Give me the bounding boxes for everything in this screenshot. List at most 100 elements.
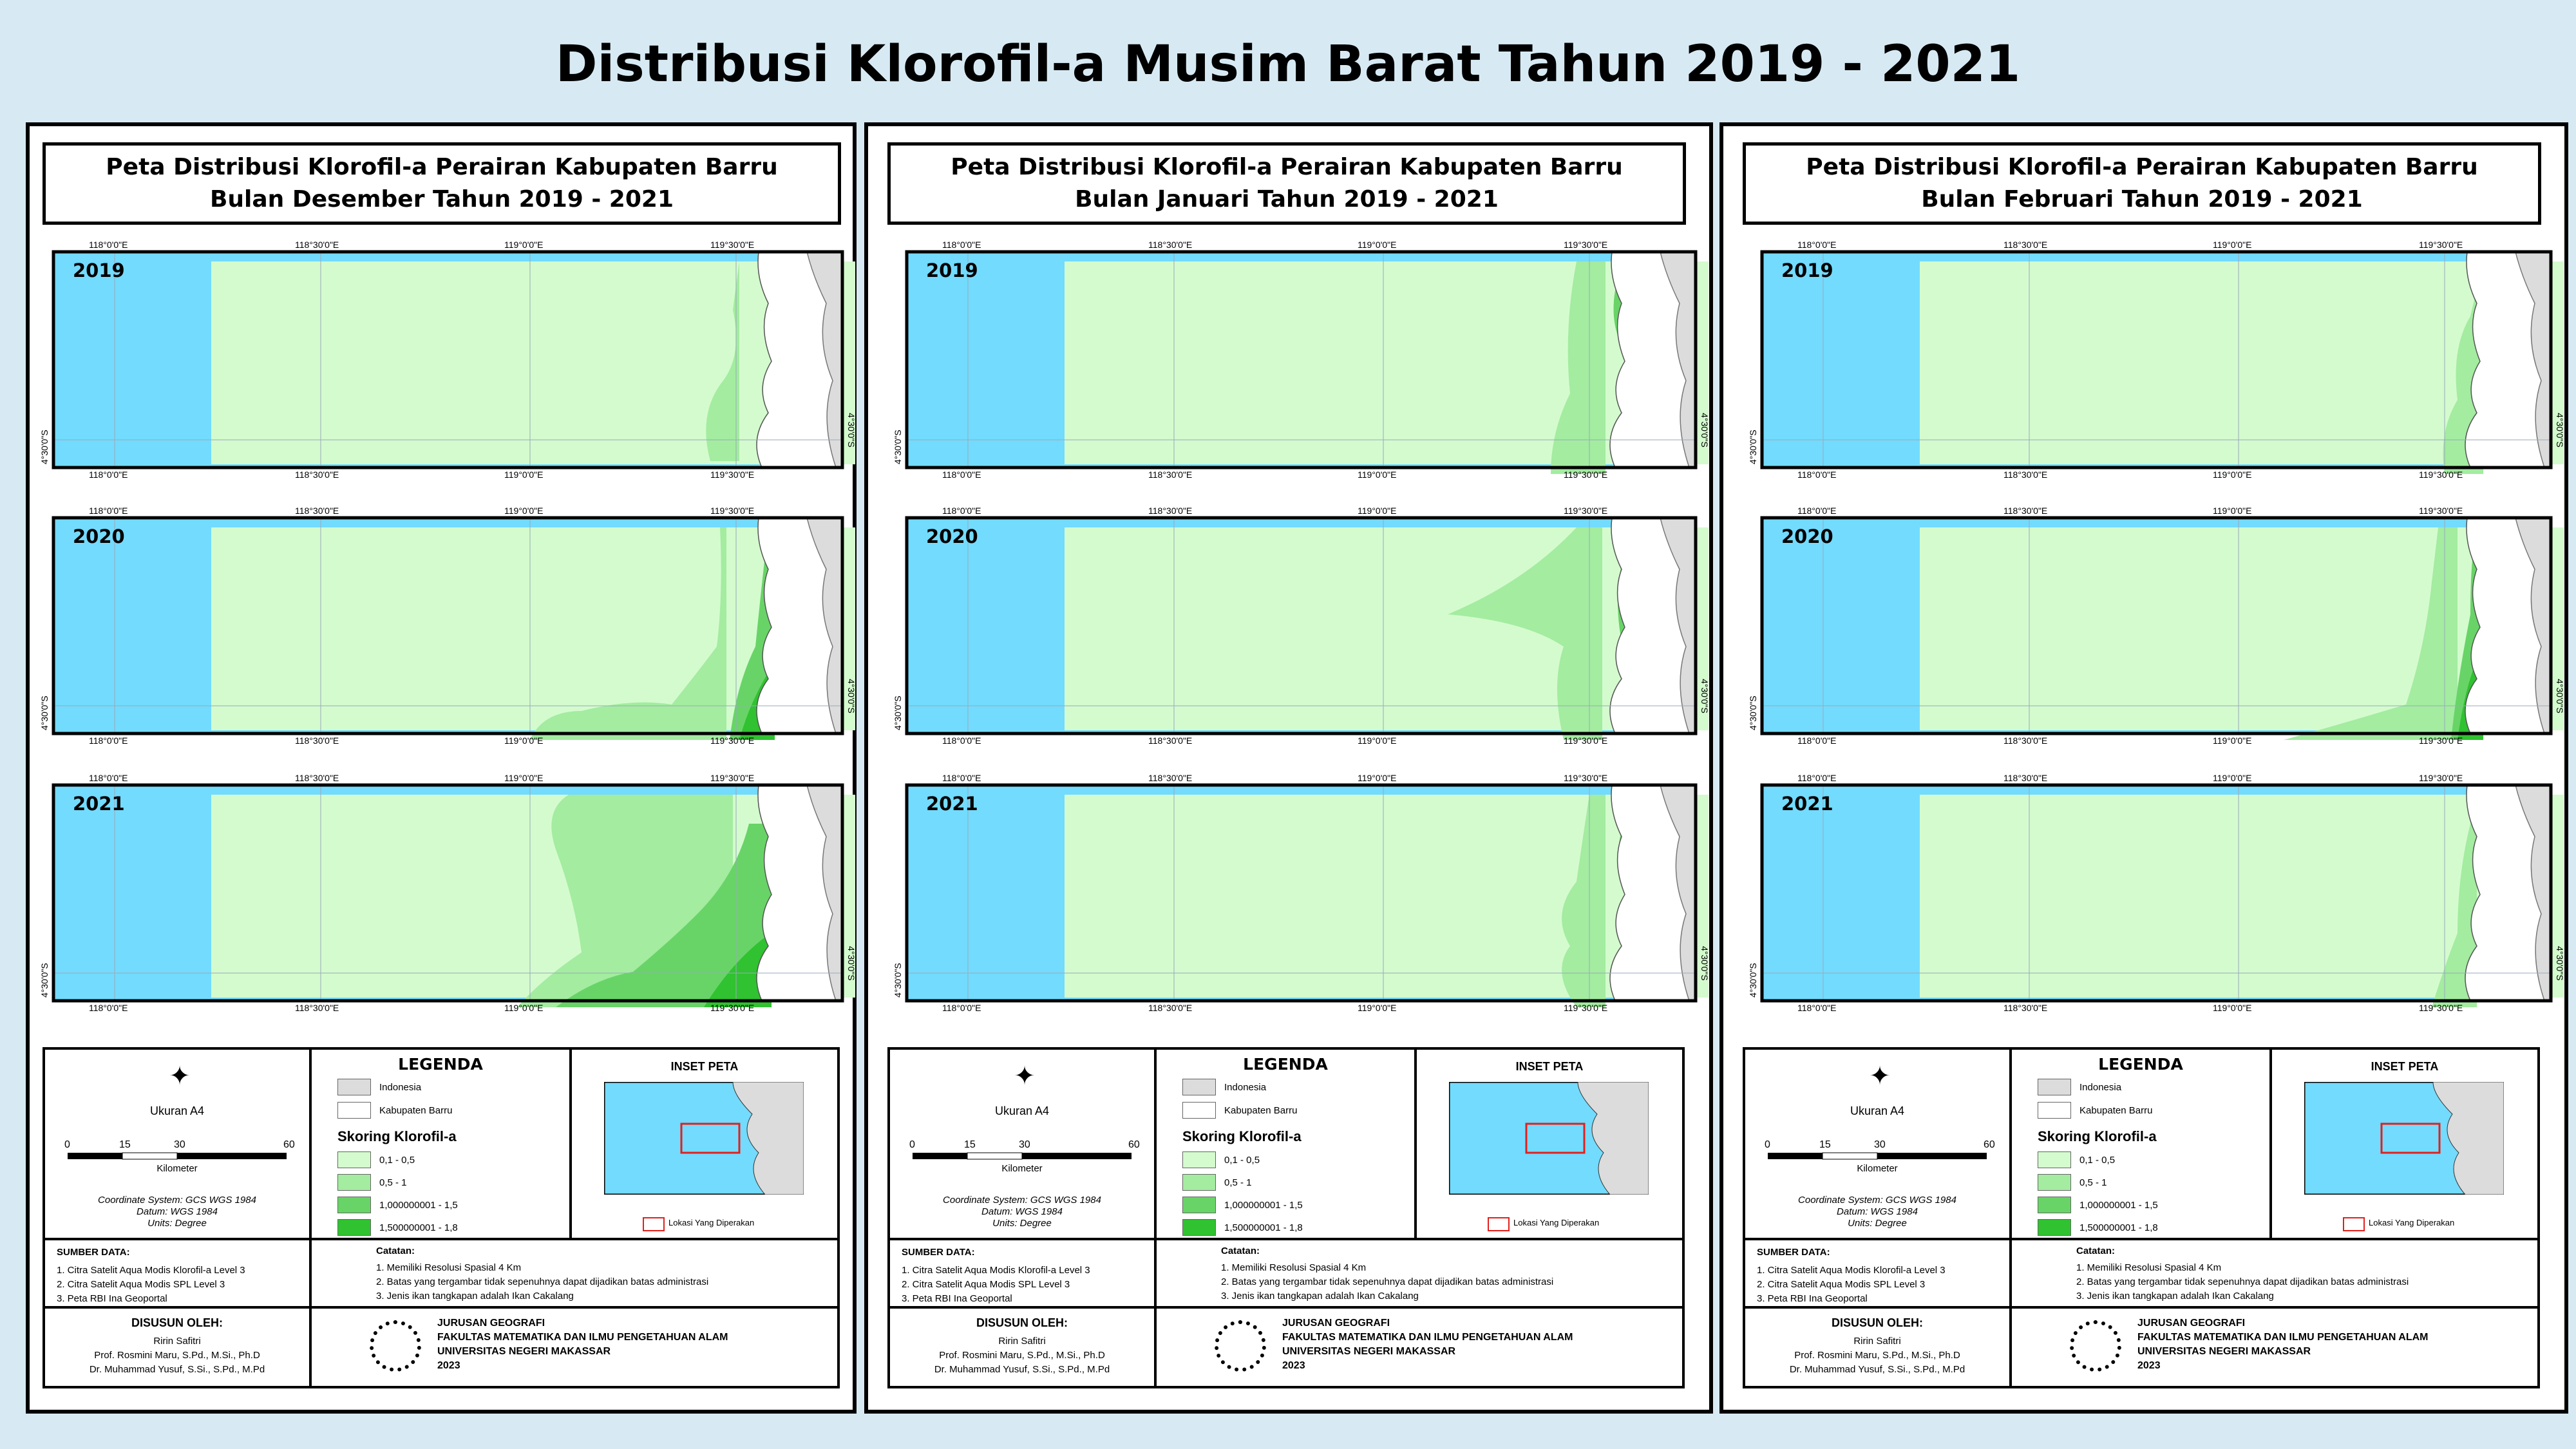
institution-box: JURUSAN GEOGRAFI FAKULTAS MATEMATIKA DAN … bbox=[1154, 1306, 1685, 1388]
bottom-tick-label: 118°30'0"E bbox=[295, 469, 339, 480]
coordinate-system: Coordinate System: GCS WGS 1984 bbox=[98, 1195, 256, 1206]
inset-map bbox=[1449, 1082, 1649, 1195]
year-label: 2021 bbox=[1781, 793, 1833, 815]
map-panel: 118°0'0"E 118°30'0"E 119°0'0"E 119°30'0"E 11… bbox=[1743, 505, 2565, 746]
latitude-label-right: 4°30'0"S bbox=[1700, 946, 1710, 981]
scale-tick-label: 15 bbox=[964, 1139, 976, 1150]
latitude-label-left: 4°30'0"S bbox=[893, 963, 903, 998]
scale-segment-light bbox=[967, 1152, 1023, 1160]
year-label: 2020 bbox=[73, 526, 125, 547]
land-kabupaten-barru bbox=[1609, 517, 1696, 734]
bottom-tick-label: 118°30'0"E bbox=[1148, 469, 1192, 480]
legend-swatch bbox=[337, 1079, 371, 1095]
top-tick-label: 118°0'0"E bbox=[1797, 506, 1836, 516]
legend-item-label: Kabupaten Barru bbox=[1224, 1105, 1298, 1116]
scale-unit: Kilometer bbox=[1857, 1163, 1898, 1174]
map-frame-border bbox=[52, 250, 844, 469]
bottom-tick-label: 119°30'0"E bbox=[710, 469, 754, 480]
land-kabupaten-barru bbox=[756, 251, 843, 468]
scale-tick-label: 30 bbox=[1874, 1139, 1886, 1150]
legend-item-label: Indonesia bbox=[2079, 1082, 2122, 1093]
top-tick-label: 118°0'0"E bbox=[942, 506, 981, 516]
sumber-title: SUMBER DATA: bbox=[57, 1247, 130, 1258]
skoring-title: Skoring Klorofil-a bbox=[2038, 1128, 2157, 1144]
legend-swatch bbox=[337, 1102, 371, 1119]
institution-line: 2023 bbox=[1282, 1360, 1305, 1371]
legend-class-label: 1,500000001 - 1,8 bbox=[2079, 1222, 2158, 1233]
bottom-tick-label: 119°30'0"E bbox=[2419, 1003, 2463, 1013]
institution-line: FAKULTAS MATEMATIKA DAN ILMU PENGETAHUAN… bbox=[1282, 1332, 1573, 1343]
top-tick-label: 119°0'0"E bbox=[2213, 773, 2251, 783]
institution-line: JURUSAN GEOGRAFI bbox=[437, 1318, 545, 1329]
legend-class-label: 0,1 - 0,5 bbox=[379, 1155, 415, 1166]
latitude-label-right: 4°30'0"S bbox=[1700, 413, 1710, 448]
map-frame-border bbox=[52, 783, 844, 1003]
top-tick-label: 119°0'0"E bbox=[2213, 506, 2251, 516]
inset-marker-label: Lokasi Yang Diperakan bbox=[668, 1218, 755, 1227]
year-label: 2021 bbox=[926, 793, 978, 815]
coordinate-system: Coordinate System: GCS WGS 1984 bbox=[1798, 1195, 1956, 1206]
latitude-label-right: 4°30'0"S bbox=[846, 413, 857, 448]
latitude-label-left: 4°30'0"S bbox=[1748, 430, 1758, 464]
map-frame-group bbox=[1760, 516, 2564, 740]
map-frame-border bbox=[905, 783, 1698, 1003]
inset-box: INSET PETA Lokasi Yang Diperakan bbox=[2269, 1047, 2540, 1240]
legend-class-swatch bbox=[2038, 1219, 2071, 1236]
catatan-item: 2. Batas yang tergambar tidak sepenuhnya… bbox=[1221, 1276, 1554, 1287]
catatan-title: Catatan: bbox=[376, 1245, 415, 1256]
legend-class-label: 0,5 - 1 bbox=[1224, 1177, 1252, 1188]
inset-marker-label: Lokasi Yang Diperakan bbox=[2369, 1218, 2455, 1227]
land-kabupaten-barru bbox=[2465, 517, 2552, 734]
chlorophyll-class-2-area bbox=[1562, 795, 1605, 1007]
disusun-box: DISUSUN OLEH: Ririn Safitri Prof. Rosmini … bbox=[43, 1306, 312, 1388]
sumber-box: SUMBER DATA: 1. Citra Satelit Aqua Modis … bbox=[887, 1238, 1157, 1309]
scale-tick-label: 60 bbox=[1984, 1139, 1995, 1150]
institution-box: JURUSAN GEOGRAFI FAKULTAS MATEMATIKA DAN … bbox=[2009, 1306, 2540, 1388]
catatan-box: Catatan: 1. Memiliki Resolusi Spasial 4 K… bbox=[309, 1238, 840, 1309]
inset-marker-swatch bbox=[643, 1217, 665, 1231]
paper-size-label: Ukuran A4 bbox=[1850, 1104, 1905, 1117]
sheet-title-line1: Peta Distribusi Klorofil-a Perairan Kabu… bbox=[1806, 154, 2478, 180]
bottom-tick-label: 119°0'0"E bbox=[1358, 1003, 1396, 1013]
land-indonesia bbox=[2515, 251, 2552, 468]
inset-marker-label: Lokasi Yang Diperakan bbox=[1513, 1218, 1600, 1227]
top-tick-label: 119°30'0"E bbox=[710, 773, 754, 783]
disusun-title: DISUSUN OLEH: bbox=[1831, 1316, 1923, 1329]
bottom-tick-label: 118°30'0"E bbox=[295, 1003, 339, 1013]
legend-swatch bbox=[1182, 1102, 1216, 1119]
map-canvas: 118°0'0"E 118°30'0"E 119°0'0"E 119°30'0"E 11… bbox=[1760, 773, 2564, 1013]
catatan-item: 2. Batas yang tergambar tidak sepenuhnya… bbox=[2076, 1276, 2409, 1287]
catatan-title: Catatan: bbox=[2076, 1245, 2116, 1256]
scale-bar: 0 15 30 60 bbox=[909, 1139, 1140, 1160]
scale-bar: 0 15 30 60 bbox=[1765, 1139, 1995, 1160]
paper-size-label: Ukuran A4 bbox=[149, 1104, 205, 1117]
author-name: Dr. Muhammad Yusuf, S.Si., S.Pd., M.Pd bbox=[89, 1364, 265, 1375]
catatan-item: 3. Jenis ikan tangkapan adalah Ikan Caka… bbox=[1221, 1291, 1419, 1302]
top-tick-label: 118°0'0"E bbox=[1797, 773, 1836, 783]
map-frame-group bbox=[52, 783, 855, 1007]
legend-class-swatch bbox=[337, 1219, 371, 1236]
bottom-tick-label: 118°0'0"E bbox=[89, 469, 128, 480]
institution-line: UNIVERSITAS NEGERI MAKASSAR bbox=[1282, 1346, 1456, 1357]
top-tick-label: 119°30'0"E bbox=[2419, 240, 2463, 250]
chlorophyll-class-2-area bbox=[706, 261, 739, 461]
map-panel: 118°0'0"E 118°30'0"E 119°0'0"E 119°30'0"E 11… bbox=[34, 772, 857, 1013]
catatan-item: 3. Jenis ikan tangkapan adalah Ikan Caka… bbox=[376, 1291, 574, 1302]
map-panel: 118°0'0"E 118°30'0"E 119°0'0"E 119°30'0"E 11… bbox=[1743, 772, 2565, 1013]
disusun-box: DISUSUN OLEH: Ririn Safitri Prof. Rosmini … bbox=[887, 1306, 1157, 1388]
map-frame-group bbox=[52, 516, 855, 740]
top-tick-label: 118°30'0"E bbox=[2003, 773, 2047, 783]
land-kabupaten-barru bbox=[2465, 251, 2552, 468]
legend-class-label: 1,500000001 - 1,8 bbox=[1224, 1222, 1303, 1233]
coordinate-system: Coordinate System: GCS WGS 1984 bbox=[943, 1195, 1101, 1206]
map-panel: 118°0'0"E 118°30'0"E 119°0'0"E 119°30'0"E 11… bbox=[887, 505, 1710, 746]
legend-box: LEGENDA Indonesia Kabupaten Barru Skoring K… bbox=[2009, 1047, 2272, 1240]
chlorophyll-class-2-area bbox=[2432, 795, 2477, 1007]
top-tick-label: 119°30'0"E bbox=[2419, 773, 2463, 783]
scale-tick-label: 30 bbox=[174, 1139, 185, 1150]
land-kabupaten-barru bbox=[1609, 784, 1696, 1001]
catatan-item: 1. Memiliki Resolusi Spasial 4 Km bbox=[1221, 1262, 1367, 1273]
inset-location-marker bbox=[680, 1122, 741, 1154]
legend-title: LEGENDA bbox=[1243, 1055, 1328, 1074]
legend-class-swatch bbox=[1182, 1151, 1216, 1168]
